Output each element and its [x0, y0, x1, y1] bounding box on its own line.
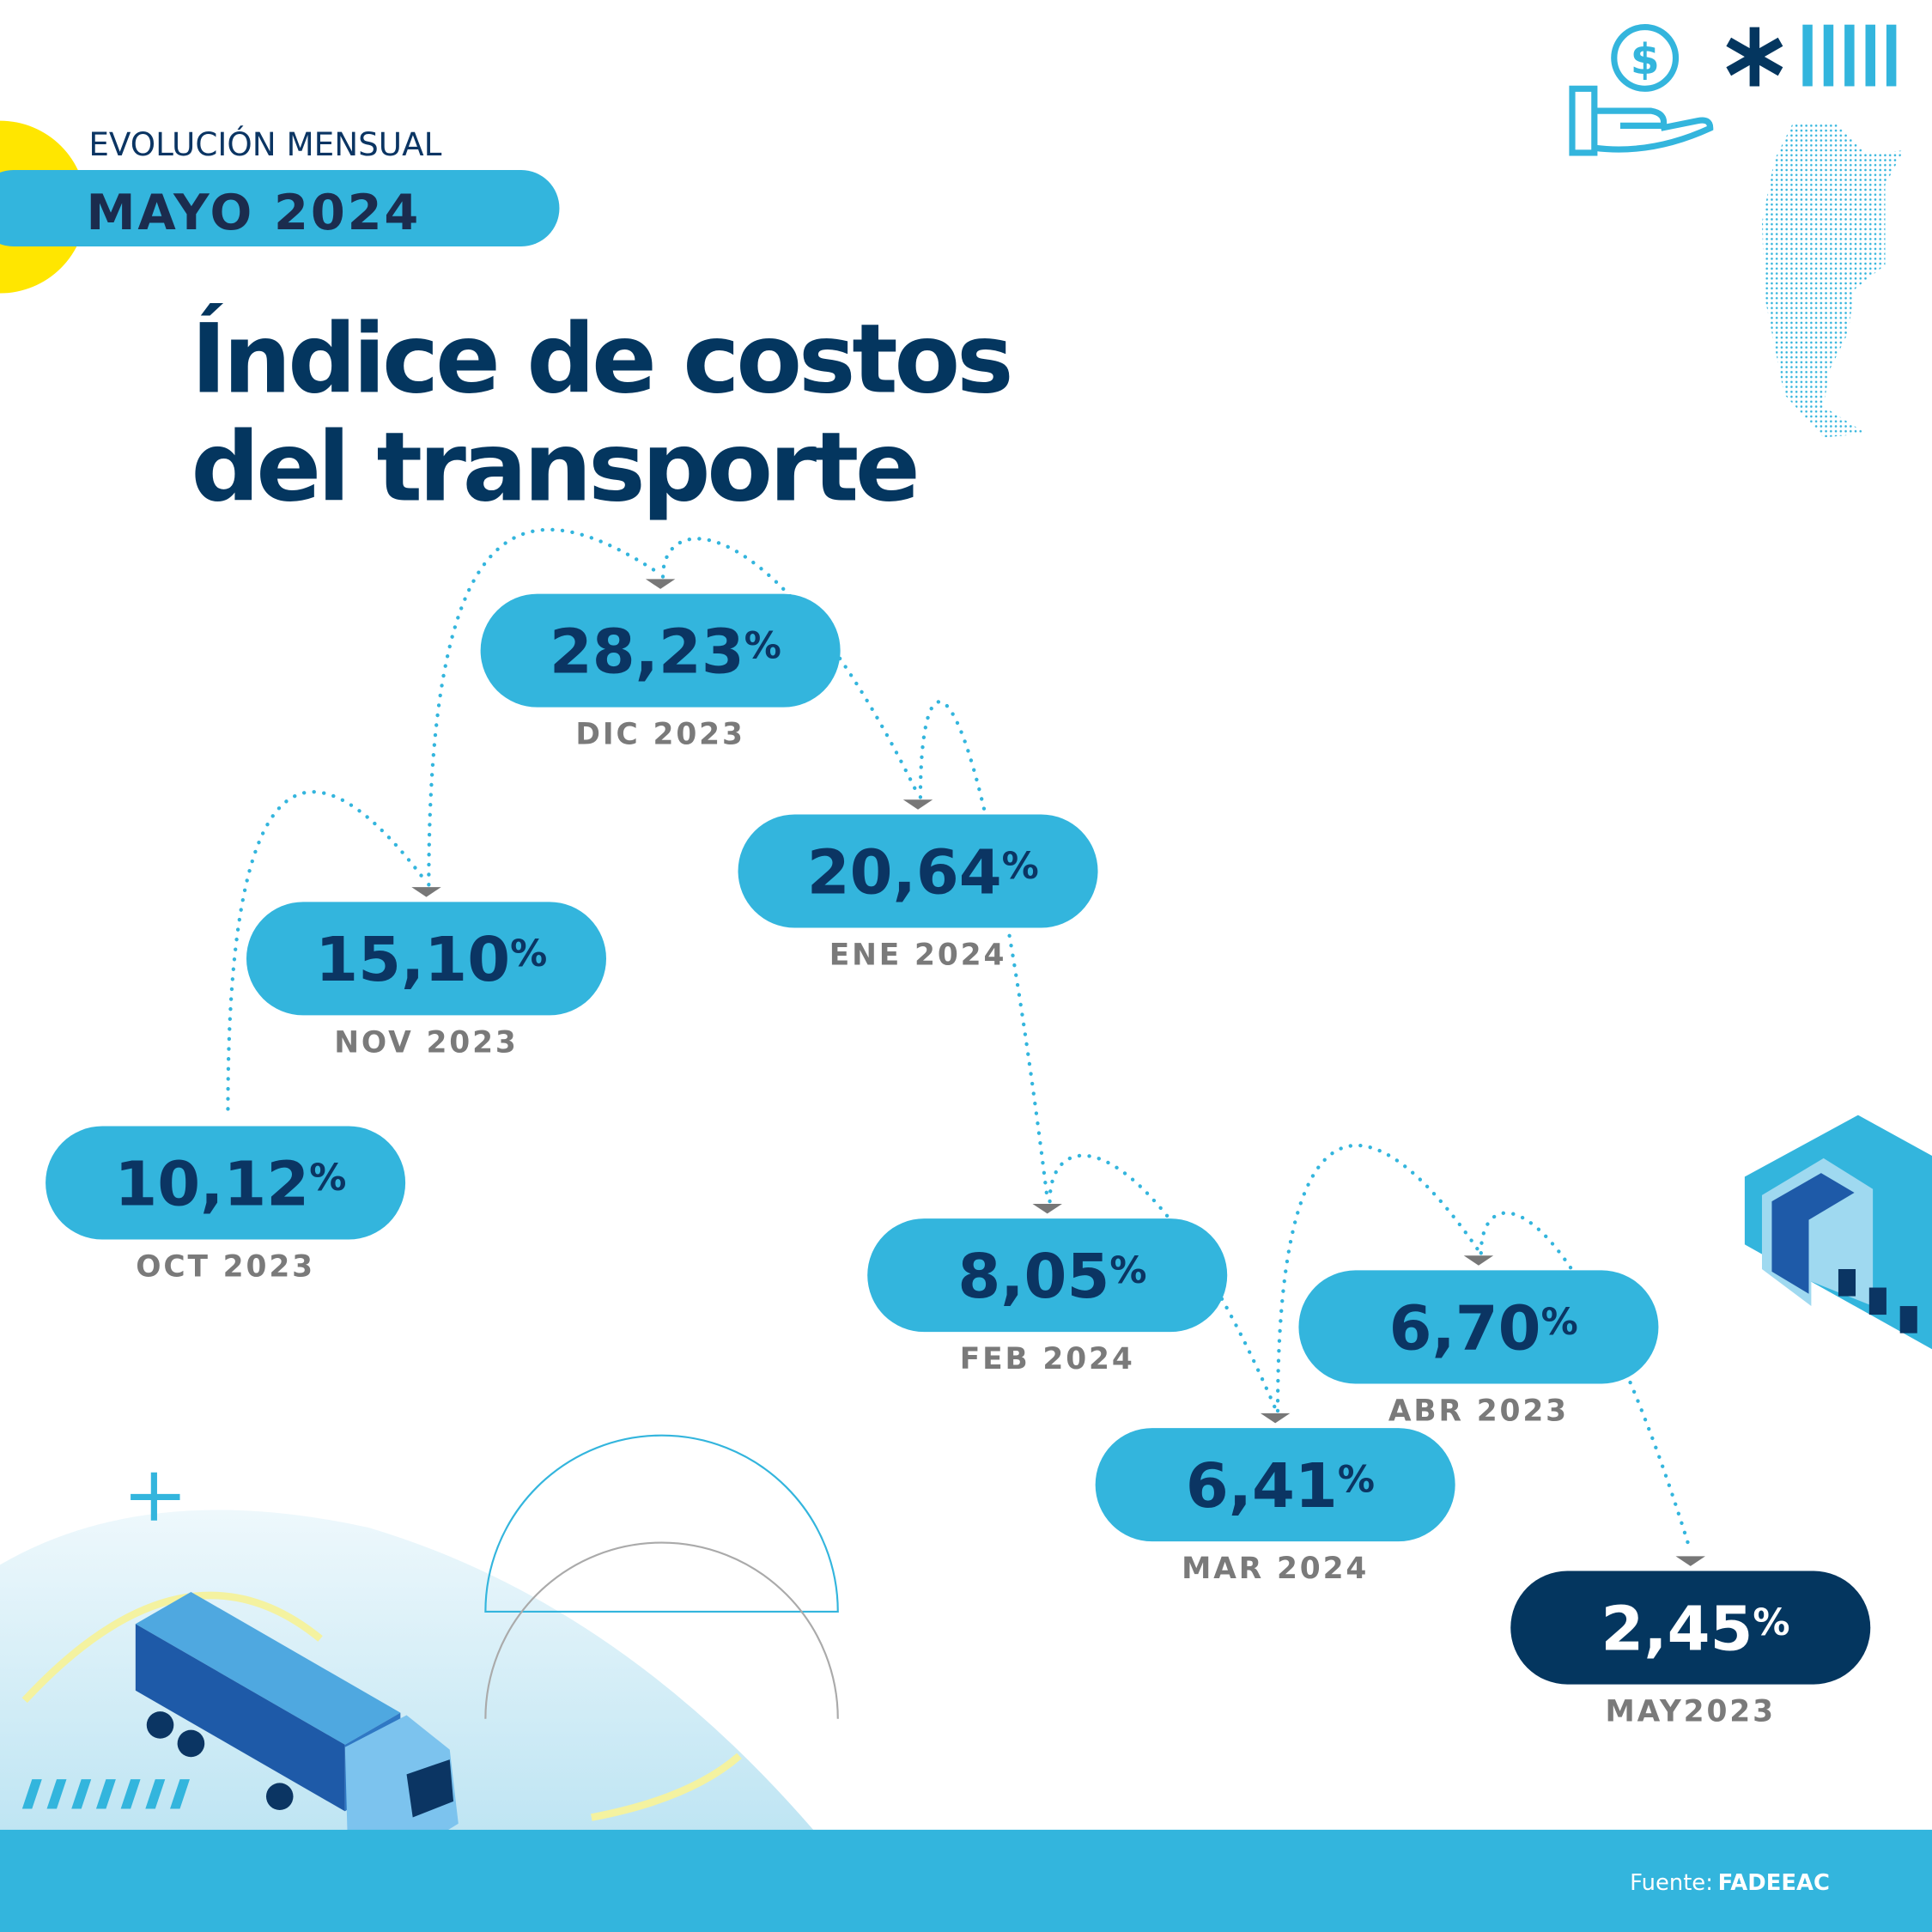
value-card: 2,45% MAY2023: [1510, 1556, 1871, 1729]
title-line-2: del transporte: [191, 412, 916, 524]
value-card: 6,41% MAR 2024: [1095, 1413, 1455, 1586]
arrow-down-icon: [902, 799, 933, 810]
connector-dotted-line: [918, 700, 1049, 1201]
value-pill: [867, 1218, 1228, 1333]
footer-source: Fuente: FADEEAC: [1630, 1870, 1830, 1896]
value-text: 15,10%: [315, 923, 547, 995]
value-number: 28,23: [550, 615, 744, 687]
value-pills: 10,12% OCT 2023 15,10% NOV 2023 28,23% DIC 20…: [46, 579, 1871, 1729]
value-text: 6,70%: [1389, 1291, 1578, 1364]
source-label: Fuente:: [1630, 1870, 1713, 1896]
value-unit: %: [1109, 1249, 1146, 1292]
connector-dotted-line: [1048, 1153, 1278, 1411]
value-pill: [246, 902, 606, 1016]
value-number: 20,64: [807, 835, 1002, 908]
value-unit: %: [1002, 845, 1039, 888]
arrow-down-icon: [645, 579, 676, 589]
month-label: DIC 2023: [575, 718, 744, 752]
slash-stripes-icon: [21, 1779, 190, 1809]
asterisk-logo-icon: [1726, 27, 1783, 87]
value-pill: [46, 1126, 406, 1240]
value-number: 10,12: [114, 1147, 309, 1219]
value-text: 8,05%: [957, 1240, 1146, 1312]
value-text: 2,45%: [1601, 1592, 1789, 1664]
value-card: 8,05% FEB 2024: [867, 1203, 1228, 1376]
value-number: 15,10: [315, 923, 510, 995]
header-subtitle: EVOLUCIÓN MENSUAL: [88, 125, 441, 163]
value-pill: [1095, 1428, 1455, 1542]
value-pill: [1298, 1270, 1659, 1384]
value-number: 6,41: [1186, 1449, 1338, 1522]
arrow-down-icon: [1675, 1556, 1705, 1566]
title-line-1: Índice de costos: [191, 301, 1010, 415]
value-number: 8,05: [957, 1240, 1109, 1312]
value-card: 15,10% NOV 2023: [246, 887, 606, 1060]
value-text: 6,41%: [1186, 1449, 1375, 1522]
semicircle-decoration: [484, 1434, 839, 1613]
value-pill: [480, 593, 841, 708]
hill-decoration: [0, 1510, 814, 1830]
value-card: 28,23% DIC 2023: [480, 579, 841, 752]
value-unit: %: [744, 624, 781, 667]
month-label: MAR 2024: [1182, 1552, 1369, 1586]
value-number: 6,70: [1389, 1291, 1541, 1364]
month-label: NOV 2023: [334, 1025, 519, 1060]
stripes-icon: [1802, 24, 1897, 87]
value-card: 20,64% ENE 2024: [738, 799, 1098, 973]
source-name: FADEEAC: [1718, 1870, 1830, 1896]
value-text: 10,12%: [114, 1147, 346, 1219]
connector-dotted-line: [427, 527, 663, 887]
money-hand-icon: $: [1569, 23, 1714, 156]
svg-text:$: $: [1631, 35, 1660, 84]
value-unit: %: [1338, 1459, 1375, 1502]
connector-dotted-line: [660, 537, 920, 797]
period-label: MAYO 2024: [86, 184, 421, 241]
value-text: 20,64%: [807, 835, 1039, 908]
connector-dotted-line: [226, 790, 428, 1111]
arrow-down-icon: [1032, 1203, 1062, 1214]
truck-illustration: [135, 1591, 459, 1863]
month-label: ENE 2024: [829, 939, 1007, 973]
yellow-arc-decoration: [21, 1591, 323, 1704]
plus-icon: [131, 1472, 180, 1521]
value-unit: %: [1541, 1301, 1578, 1344]
arrow-down-icon: [1260, 1413, 1291, 1424]
value-unit: %: [510, 933, 547, 975]
value-card: 6,70% ABR 2023: [1298, 1255, 1659, 1428]
value-number: 2,45: [1601, 1592, 1753, 1664]
value-pill: [738, 814, 1098, 928]
value-unit: %: [309, 1157, 346, 1200]
warehouse-illustration: [1744, 1115, 1932, 1350]
value-pill: [1510, 1571, 1871, 1685]
arrow-down-icon: [411, 887, 441, 897]
connectors: [226, 527, 1692, 1553]
month-label: OCT 2023: [136, 1250, 315, 1285]
arrow-down-icon: [1463, 1255, 1494, 1266]
footer-bar: [0, 1829, 1932, 1932]
yellow-arc-decoration-2: [590, 1753, 742, 1821]
value-text: 28,23%: [550, 615, 781, 687]
connector-dotted-line: [1275, 1143, 1481, 1413]
period-banner: [0, 170, 560, 246]
month-label: ABR 2023: [1388, 1394, 1569, 1428]
value-card: 10,12% OCT 2023: [46, 1126, 406, 1285]
semicircle-outline-decoration: [484, 1541, 839, 1719]
month-label: FEB 2024: [960, 1342, 1135, 1376]
argentina-map-icon: [1761, 123, 1904, 438]
value-unit: %: [1753, 1601, 1789, 1644]
month-label: MAY2023: [1606, 1695, 1776, 1729]
